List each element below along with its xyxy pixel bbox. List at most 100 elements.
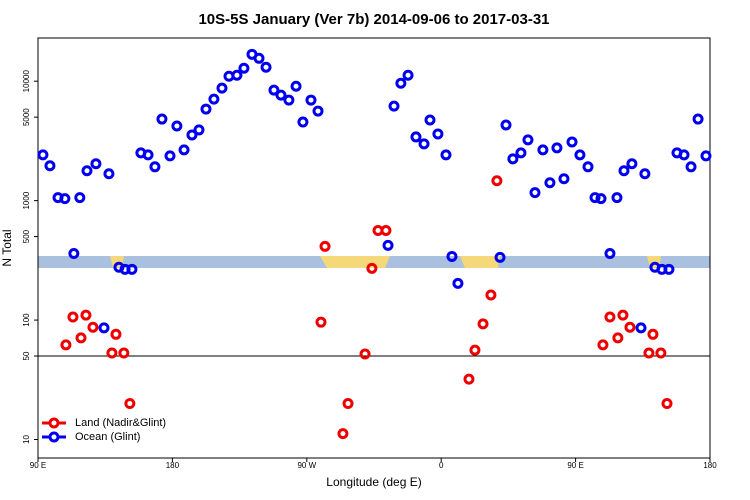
point [87,321,99,333]
point [200,103,212,115]
point [685,161,697,173]
point [544,177,556,189]
point [452,277,464,289]
point [611,192,623,204]
point [68,247,80,259]
point [106,347,118,359]
point [515,147,527,159]
point [67,311,79,323]
point [477,318,489,330]
point [604,247,616,259]
point [268,84,280,96]
y-tick-label: 100 [22,313,31,327]
point [74,192,86,204]
point [216,82,228,94]
point [126,263,138,275]
y-tick-label: 10000 [22,70,31,93]
point [380,225,392,237]
point [491,175,503,187]
point [410,131,422,143]
x-tick-label: 90 E [30,461,46,470]
land-strip [460,256,500,268]
point [661,398,673,410]
point [80,309,92,321]
point [635,322,647,334]
point [366,262,378,274]
point [551,142,563,154]
point [142,149,154,161]
legend-label: Land (Nadir&Glint) [75,417,166,429]
point [98,322,110,334]
y-tick-label: 5000 [22,108,31,126]
point [678,149,690,161]
point [59,193,71,205]
plot-frame [37,37,711,459]
point [507,153,519,165]
point [522,134,534,146]
point [582,161,594,173]
point [337,428,349,440]
point [643,347,655,359]
legend-marker [48,417,60,429]
y-tick-label: 500 [22,229,31,243]
point [617,309,629,321]
point [382,239,394,251]
point [494,251,506,263]
point [624,321,636,333]
point [432,128,444,140]
land-strip [320,256,390,268]
y-tick-label: 50 [22,351,31,360]
point [81,165,93,177]
point [231,69,243,81]
point [305,94,317,106]
point [604,311,616,323]
point [537,144,549,156]
point [529,187,541,199]
x-tick-label: 180 [166,461,180,470]
point [647,328,659,340]
point [208,93,220,105]
point [319,240,331,252]
point [612,332,624,344]
point [595,193,607,205]
point [60,339,72,351]
point [655,347,667,359]
point [238,62,250,74]
point [463,373,475,385]
x-tick-label: 180 [703,461,717,470]
point [186,129,198,141]
point [663,263,675,275]
point [402,69,414,81]
point [315,316,327,328]
point [589,192,601,204]
point [171,120,183,132]
x-tick-label: 90 W [297,461,316,470]
point [260,61,272,73]
legend-marker [48,431,60,443]
point [446,250,458,262]
point [164,150,176,162]
point [110,328,122,340]
point [193,124,205,136]
legend-label: Ocean (Glint) [75,431,140,443]
point [626,158,638,170]
y-tick-label: 10 [22,435,31,444]
chart-title: 10S-5S January (Ver 7b) 2014-09-06 to 20… [198,11,549,28]
point [178,144,190,156]
point [149,161,161,173]
point [283,94,295,106]
point [124,398,136,410]
point [75,332,87,344]
x-axis-label: Longitude (deg E) [326,475,421,489]
point [253,52,265,64]
y-tick-label: 1000 [22,191,31,209]
point [424,114,436,126]
x-tick-label: 0 [439,461,444,470]
point [359,348,371,360]
point [566,136,578,148]
point [639,168,651,180]
point [574,149,586,161]
x-tick-label: 90 E [567,461,583,470]
point [275,89,287,101]
